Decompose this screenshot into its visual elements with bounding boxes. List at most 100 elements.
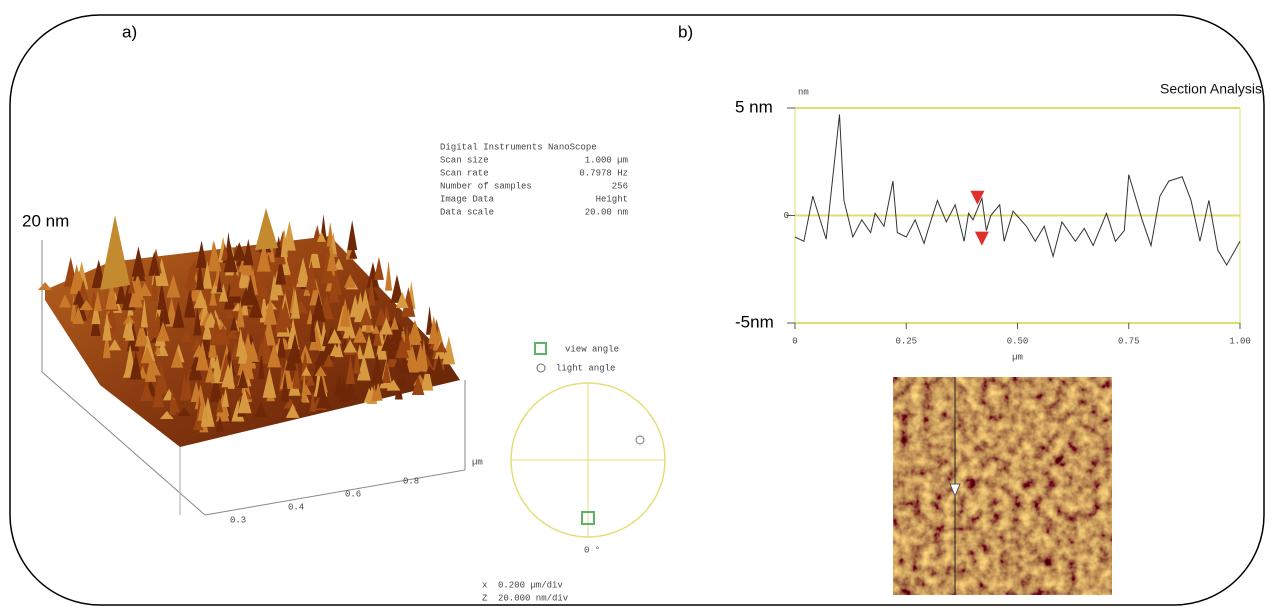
spike bbox=[136, 349, 147, 369]
spike bbox=[205, 362, 216, 383]
spike bbox=[257, 285, 271, 300]
spike bbox=[193, 289, 208, 309]
spike bbox=[72, 306, 85, 324]
spike bbox=[310, 224, 325, 254]
spike bbox=[195, 259, 205, 290]
spike bbox=[248, 352, 260, 362]
spike bbox=[115, 279, 127, 304]
spike bbox=[202, 318, 212, 340]
spike bbox=[408, 330, 422, 345]
section-marker bbox=[949, 483, 961, 498]
spike bbox=[166, 274, 181, 298]
axis bbox=[41, 371, 206, 516]
spike bbox=[275, 255, 286, 285]
spike bbox=[91, 299, 101, 325]
spike bbox=[363, 334, 375, 359]
spike bbox=[316, 231, 327, 242]
spike bbox=[225, 306, 234, 319]
spike bbox=[72, 289, 85, 305]
spike bbox=[316, 387, 331, 409]
spike bbox=[314, 366, 327, 376]
spike bbox=[184, 264, 197, 291]
spike bbox=[237, 369, 249, 389]
spike bbox=[381, 331, 396, 351]
spike bbox=[309, 391, 317, 412]
spike bbox=[305, 260, 318, 291]
spike bbox=[255, 208, 278, 250]
spike bbox=[228, 267, 242, 297]
y-tick-label: 0 bbox=[784, 211, 789, 221]
chart-title: Section Analysis bbox=[1160, 81, 1262, 97]
spike bbox=[131, 265, 146, 277]
spike bbox=[218, 283, 228, 302]
spike bbox=[309, 312, 316, 342]
spike bbox=[102, 328, 111, 359]
spike bbox=[394, 358, 402, 368]
info-key: Data scale bbox=[440, 207, 494, 217]
sun-icon bbox=[536, 363, 546, 373]
spike bbox=[267, 342, 282, 368]
spike bbox=[288, 256, 299, 284]
spike bbox=[359, 289, 372, 319]
x-tick-label: 0 bbox=[792, 336, 797, 346]
spike bbox=[157, 281, 167, 310]
x-tick-label: 0.25 bbox=[895, 336, 917, 346]
spike bbox=[215, 416, 225, 432]
spike bbox=[125, 318, 135, 341]
spike bbox=[151, 271, 159, 302]
info-value: 0.7978 Hz bbox=[579, 168, 628, 178]
spike bbox=[382, 360, 391, 384]
scale-key: Z bbox=[482, 593, 488, 603]
spike bbox=[221, 363, 236, 388]
y-unit: nm bbox=[798, 87, 809, 97]
spike bbox=[237, 340, 250, 364]
spike bbox=[184, 288, 196, 318]
spike bbox=[237, 388, 252, 414]
spike bbox=[314, 348, 329, 366]
spike bbox=[93, 290, 102, 311]
spike bbox=[253, 262, 264, 291]
axis-tick: 0.4 bbox=[288, 502, 304, 512]
spike bbox=[283, 280, 291, 290]
x-tick-label: 1.00 bbox=[1229, 336, 1251, 346]
spike bbox=[343, 380, 358, 400]
spike bbox=[209, 372, 223, 402]
spike bbox=[195, 340, 209, 371]
spike bbox=[330, 267, 342, 296]
y-tick-label: -5nm bbox=[735, 312, 774, 331]
spike bbox=[232, 242, 247, 261]
spike bbox=[353, 347, 361, 374]
spike bbox=[305, 372, 316, 386]
x-tick-label: 0.50 bbox=[1007, 336, 1029, 346]
axis-tick: 0.3 bbox=[230, 515, 246, 525]
spike bbox=[202, 260, 213, 289]
cursor-marker bbox=[974, 231, 989, 246]
info-value: Height bbox=[596, 194, 628, 204]
spike bbox=[105, 279, 118, 310]
axis-tick: 0.6 bbox=[345, 489, 361, 499]
info-value: 256 bbox=[612, 181, 628, 191]
spike bbox=[411, 375, 425, 396]
spike bbox=[282, 221, 296, 251]
spike bbox=[401, 287, 416, 317]
info-key: Number of samples bbox=[440, 181, 532, 191]
spike bbox=[262, 367, 277, 398]
spike bbox=[390, 316, 399, 330]
spike bbox=[127, 277, 135, 294]
spike bbox=[100, 215, 130, 290]
spike bbox=[229, 315, 238, 331]
spike bbox=[359, 307, 373, 326]
spike bbox=[108, 339, 122, 351]
spike bbox=[274, 235, 283, 258]
spike bbox=[248, 296, 263, 318]
spike bbox=[329, 343, 341, 357]
spike bbox=[326, 245, 337, 272]
spike bbox=[419, 339, 428, 370]
spike bbox=[256, 241, 271, 272]
spike bbox=[277, 331, 286, 358]
spike bbox=[394, 374, 403, 400]
spike bbox=[353, 326, 367, 343]
spike bbox=[292, 359, 301, 389]
spike bbox=[333, 258, 344, 270]
spike bbox=[385, 260, 393, 291]
